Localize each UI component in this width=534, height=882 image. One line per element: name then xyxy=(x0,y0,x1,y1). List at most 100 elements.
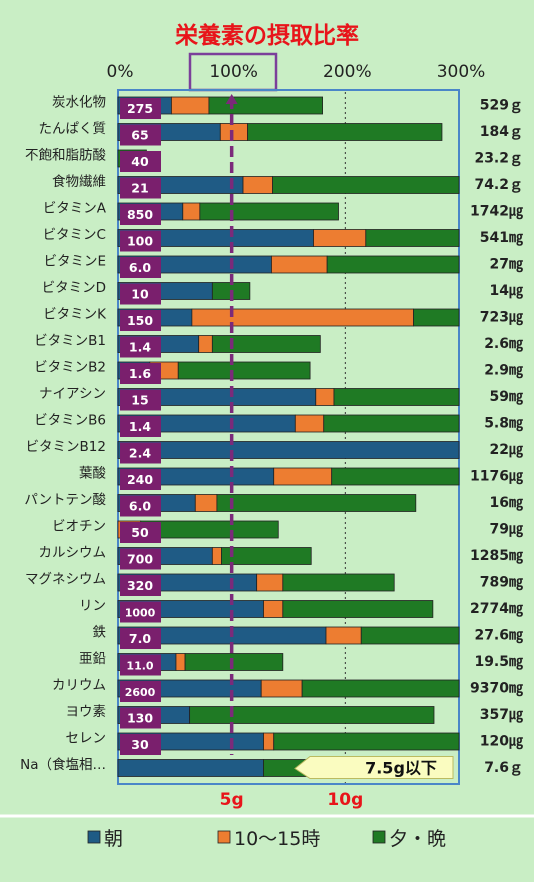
bar-row: ビタミンB1 1.4 2.6㎎ xyxy=(34,333,523,358)
category-label: Na（食塩相… xyxy=(20,756,106,773)
bar-segment xyxy=(242,176,273,194)
total-label: 23.2ｇ xyxy=(474,150,523,167)
target-badge xyxy=(120,98,161,119)
total-label: 2.9㎎ xyxy=(484,362,523,379)
target-badge-label: 850 xyxy=(127,207,153,222)
overlay: 7.5g以下 xyxy=(225,94,454,779)
legend-label: 夕・晩 xyxy=(389,828,446,850)
category-label: セレン xyxy=(66,730,107,746)
bar-segment xyxy=(198,335,213,353)
bar-segment xyxy=(221,547,312,565)
bar-segment xyxy=(360,626,460,645)
target-badge-label: 240 xyxy=(127,472,153,487)
x-tick-label: 300% xyxy=(437,62,486,82)
target-badge-label: 130 xyxy=(127,711,153,726)
bar-row: ビタミンK 150 723㎍ xyxy=(43,306,523,331)
bar-row: ビタミンE 6.0 27㎎ xyxy=(43,253,523,278)
bar-segment xyxy=(263,600,284,618)
bar-segment xyxy=(117,441,460,459)
target-badge-label: 15 xyxy=(131,393,148,408)
target-badge xyxy=(120,283,161,305)
bar-row: パントテン酸 6.0 16㎎ xyxy=(24,492,523,517)
bar-segment xyxy=(189,706,435,724)
target-badge xyxy=(120,230,161,252)
bar-row: ビタミンC 100 541㎎ xyxy=(43,227,523,252)
bar-segment xyxy=(325,626,362,645)
x-tick-label: 200% xyxy=(323,62,372,82)
target-badge xyxy=(120,522,161,543)
bar-segment xyxy=(273,732,460,751)
bar-row: 炭水化物 275 529ｇ xyxy=(52,94,523,119)
target-badge xyxy=(120,416,161,437)
category-label: ビタミンC xyxy=(43,227,106,243)
target-badge-label: 1000 xyxy=(125,607,156,620)
x-tick-label: 100% xyxy=(209,62,258,82)
target-badge-label: 11.0 xyxy=(126,660,153,673)
plot-area xyxy=(117,89,460,785)
total-label: 27.6㎎ xyxy=(474,627,523,644)
bar-segment xyxy=(301,679,460,698)
bottom-tick-label: 10g xyxy=(327,790,363,810)
legend-label: 朝 xyxy=(104,828,123,850)
legend-swatch xyxy=(87,830,101,844)
target-badge-label: 6.0 xyxy=(129,260,151,275)
bar-row: 食物繊維 21 74.2ｇ xyxy=(52,173,523,199)
bar-segment xyxy=(177,361,311,380)
target-badge-label: 320 xyxy=(127,578,153,593)
category-label: ビタミンA xyxy=(43,200,107,216)
category-label: 亜鉛 xyxy=(79,651,106,667)
bar-segment xyxy=(282,600,434,618)
bar-segment xyxy=(331,467,460,486)
bar-segment xyxy=(182,202,201,221)
target-badge-label: 65 xyxy=(131,128,148,143)
bar-row: 亜鉛 11.0 19.5㎎ xyxy=(79,651,523,676)
bar-segment xyxy=(216,494,417,512)
bar-rows: 炭水化物 275 529ｇ たんぱく質 65 184ｇ 不飽和脂肪酸 40 23.2ｇ 食物繊維 2… xyxy=(20,94,523,777)
target-badge xyxy=(120,681,161,702)
target-badge-label: 30 xyxy=(131,737,149,752)
bar-segment xyxy=(211,335,321,353)
total-label: 7.6ｇ xyxy=(484,760,523,777)
bar-segment xyxy=(294,414,325,433)
bar-row: ビタミンB2 1.6 2.9㎎ xyxy=(34,359,523,384)
bar-row: ビタミンB12 2.4 22㎍ xyxy=(26,439,523,464)
total-label: 1742㎍ xyxy=(470,203,523,220)
bar-row: ナイアシン 15 59㎎ xyxy=(39,386,523,411)
total-label: 59㎎ xyxy=(490,389,523,406)
target-badge xyxy=(120,707,161,729)
category-label: ビタミンK xyxy=(43,306,107,322)
target-badge xyxy=(120,124,161,146)
category-label: ビタミンB12 xyxy=(26,439,106,455)
bar-segment xyxy=(260,679,303,698)
target-badge-label: 1.4 xyxy=(129,340,151,355)
target-badge-label: 10 xyxy=(131,287,149,302)
bar-segment xyxy=(413,308,460,327)
bar-segment xyxy=(219,123,248,141)
bar-segment xyxy=(326,255,460,274)
category-label: 葉酸 xyxy=(79,465,106,481)
target-badge xyxy=(120,548,161,570)
target-badge-label: 2600 xyxy=(125,686,156,699)
target-badge-label: 40 xyxy=(131,154,149,169)
target-badge xyxy=(120,734,161,755)
total-label: 541㎎ xyxy=(480,230,523,247)
total-label: 1285㎎ xyxy=(470,548,523,565)
bar-row: カリウム 2600 9370㎎ xyxy=(52,677,523,702)
total-label: 357㎍ xyxy=(480,707,523,724)
na-annotation-label: 7.5g以下 xyxy=(365,759,437,778)
bar-segment xyxy=(191,308,414,327)
total-label: 2.6㎎ xyxy=(484,336,523,353)
target-badge-label: 2.4 xyxy=(129,446,151,461)
target-badge-label: 275 xyxy=(127,101,153,116)
total-label: 27㎎ xyxy=(490,256,523,273)
category-label: リン xyxy=(79,598,106,614)
target-badge xyxy=(120,389,161,411)
category-label: ナイアシン xyxy=(39,386,106,402)
bar-segment xyxy=(175,653,186,671)
legend-label: 10～15時 xyxy=(234,828,320,850)
target-badge-label: 100 xyxy=(127,234,153,249)
target-badge xyxy=(120,151,161,172)
total-label: 19.5㎎ xyxy=(474,654,523,671)
bar-row: リン 1000 2774㎎ xyxy=(79,598,523,623)
